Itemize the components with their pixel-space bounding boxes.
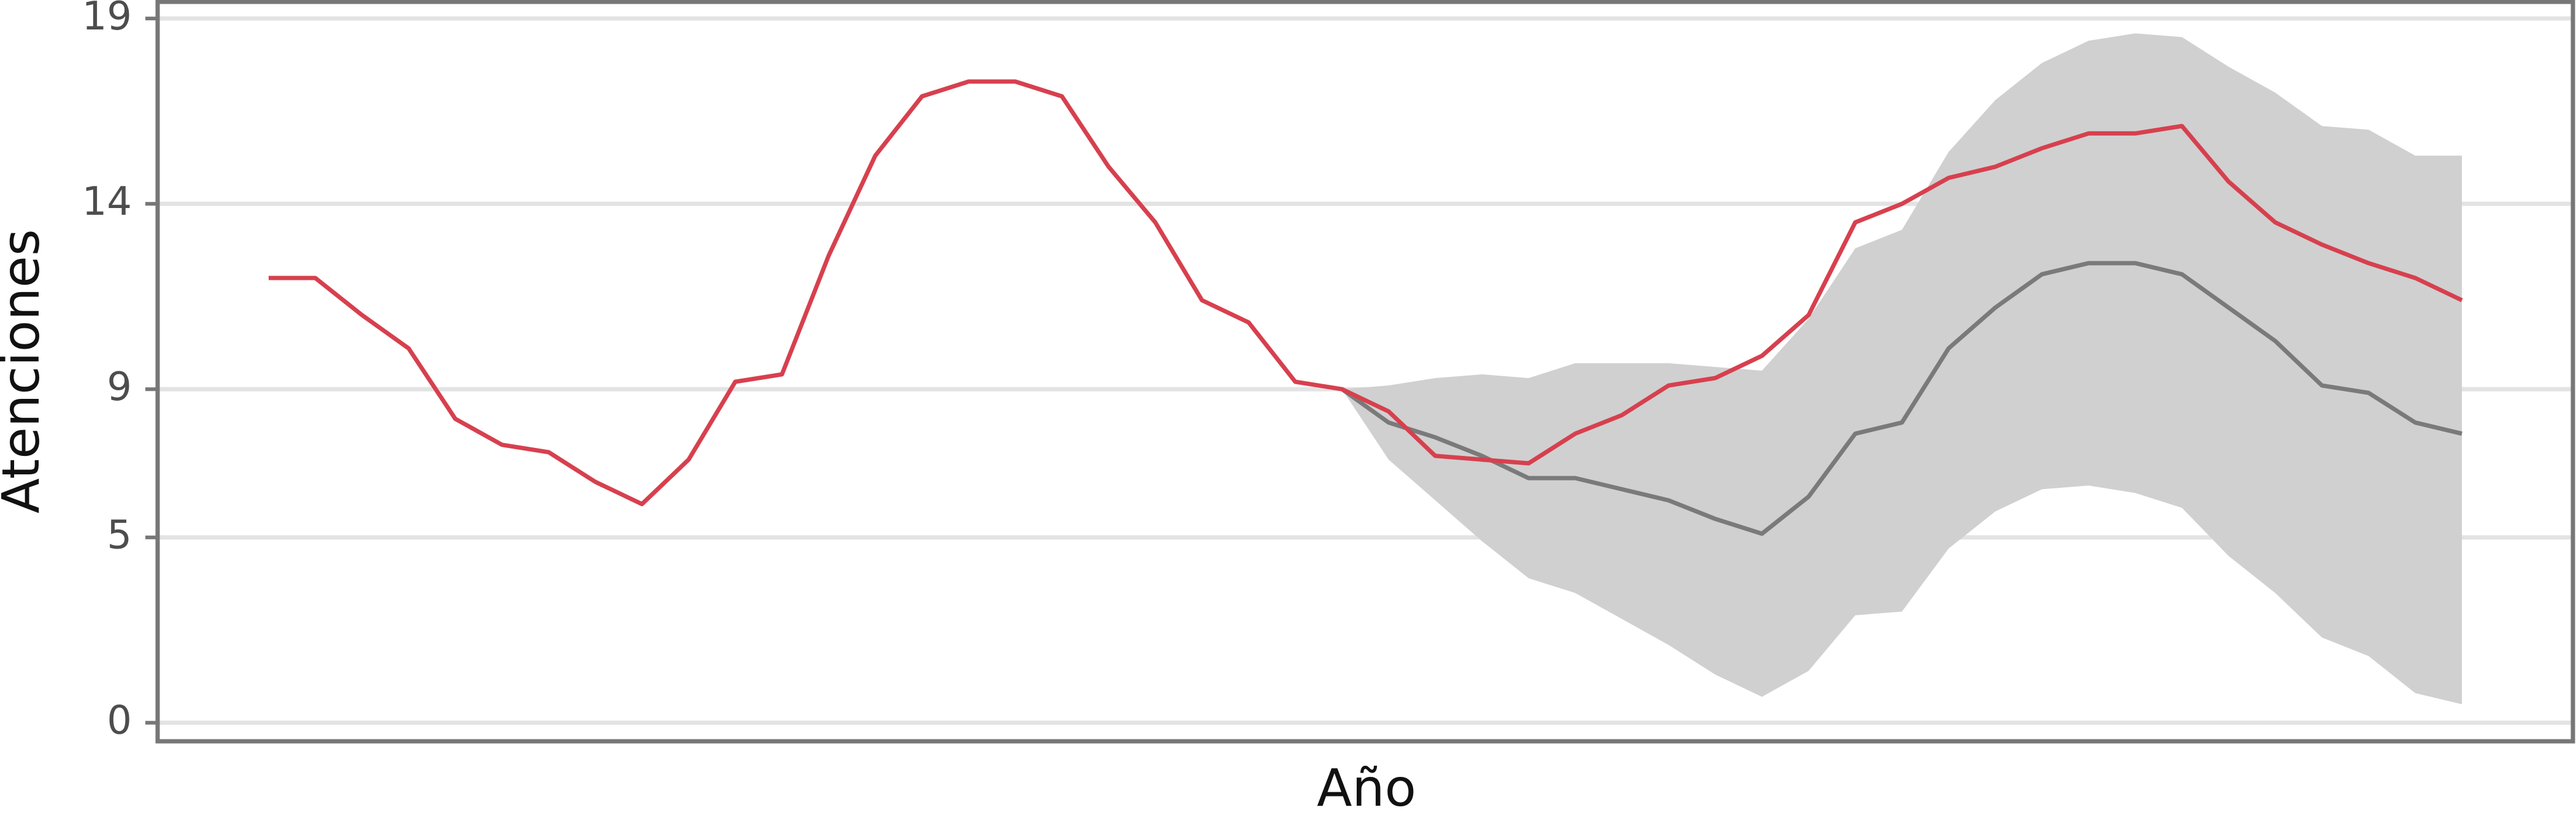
y-axis-title: Atenciones: [0, 229, 51, 513]
y-tick-label: 19: [82, 0, 132, 39]
plot-area: 0 5 9 14 19: [82, 0, 2573, 743]
series-line: [1340, 261, 2463, 536]
y-tick-label: 0: [107, 698, 132, 743]
x-axis-title: Año: [1317, 758, 1416, 818]
y-tick-label: 5: [107, 512, 132, 558]
interval-band: [1341, 33, 2462, 704]
plot-frame: [155, 0, 2575, 744]
y-tick-label: 14: [82, 179, 132, 225]
series-line: [269, 79, 2463, 506]
y-tick-label: 9: [107, 365, 132, 410]
